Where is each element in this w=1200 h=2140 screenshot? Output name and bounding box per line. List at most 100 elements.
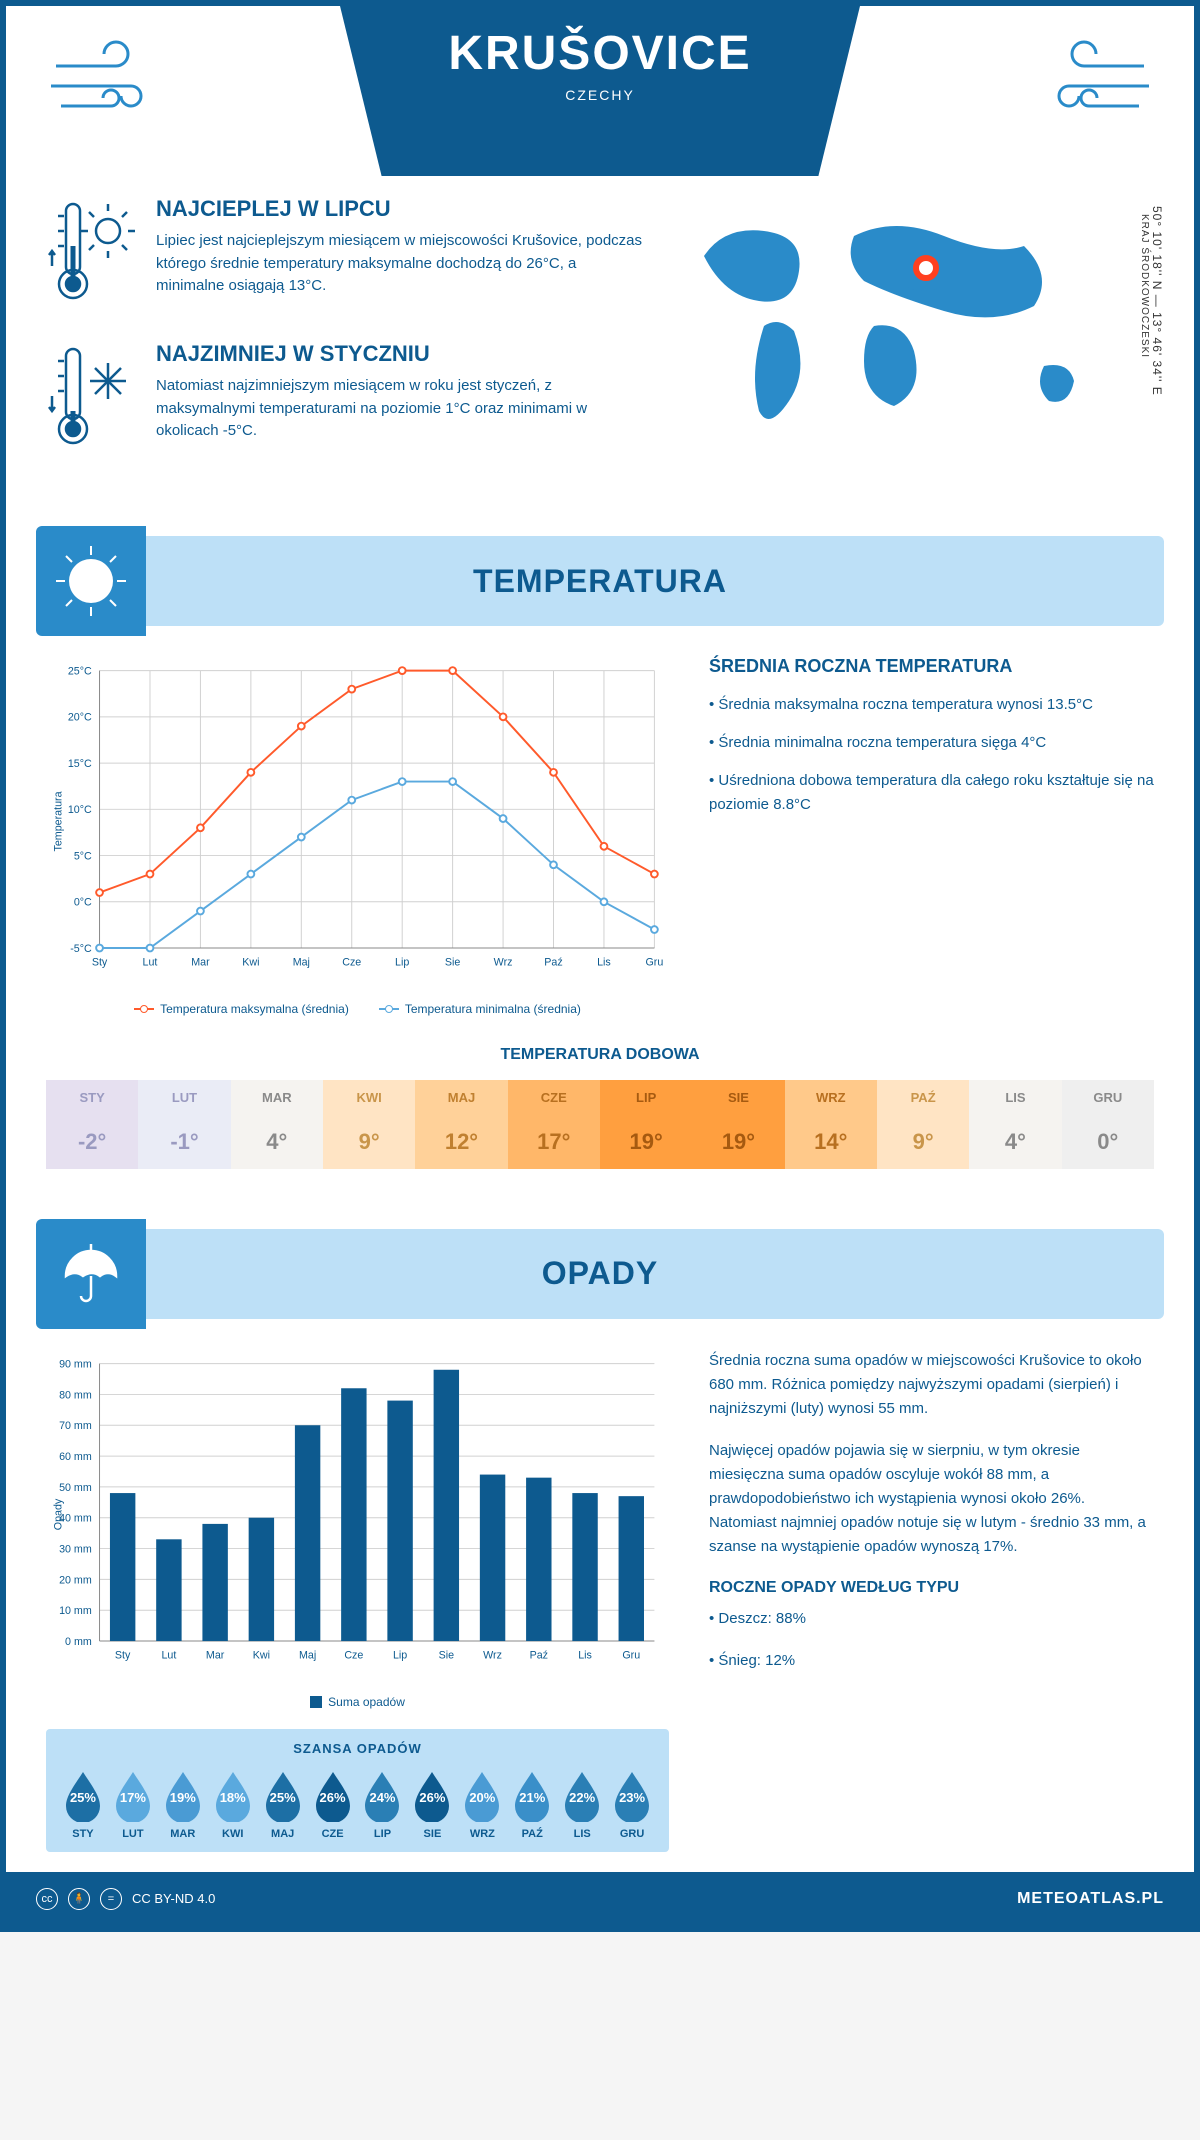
- daily-value-cell: -1°: [138, 1115, 230, 1169]
- svg-text:Wrz: Wrz: [494, 957, 513, 969]
- precip-chance-drop: 23%GRU: [607, 1768, 657, 1840]
- precip-info: Średnia roczna suma opadów w miejscowośc…: [709, 1349, 1154, 1852]
- daily-value-cell: 9°: [877, 1115, 969, 1169]
- hottest-block: NAJCIEPLEJ W LIPCU Lipiec jest najcieple…: [46, 196, 644, 311]
- precip-chance-drop: 25%MAJ: [258, 1768, 308, 1840]
- title-banner: KRUŠOVICE CZECHY: [340, 6, 860, 176]
- intro-section: NAJCIEPLEJ W LIPCU Lipiec jest najcieple…: [6, 176, 1194, 516]
- svg-text:25°C: 25°C: [68, 665, 92, 677]
- svg-text:15°C: 15°C: [68, 758, 92, 770]
- daily-value-cell: 14°: [785, 1115, 877, 1169]
- license-text: CC BY-ND 4.0: [132, 1891, 215, 1906]
- nd-icon: =: [100, 1888, 122, 1910]
- coldest-text: Natomiast najzimniejszym miesiącem w rok…: [156, 375, 644, 443]
- site-name: METEOATLAS.PL: [1017, 1890, 1164, 1908]
- sun-icon: [36, 526, 146, 636]
- daily-month-cell: LIP: [600, 1080, 692, 1115]
- temperature-info: ŚREDNIA ROCZNA TEMPERATURA • Średnia mak…: [709, 656, 1154, 1016]
- avg-temp-title: ŚREDNIA ROCZNA TEMPERATURA: [709, 656, 1154, 677]
- precip-chance-drop: 19%MAR: [158, 1768, 208, 1840]
- svg-text:5°C: 5°C: [74, 850, 92, 862]
- daily-month-cell: CZE: [508, 1080, 600, 1115]
- precip-chance-drop: 18%KWI: [208, 1768, 258, 1840]
- daily-value-cell: 17°: [508, 1115, 600, 1169]
- svg-text:0°C: 0°C: [74, 897, 92, 909]
- precip-section-header: OPADY: [36, 1229, 1164, 1319]
- precip-title: OPADY: [542, 1255, 658, 1292]
- coordinates: 50° 10' 18'' N — 13° 46' 34'' E KRAJ ŚRO…: [1139, 206, 1164, 396]
- daily-value-cell: -2°: [46, 1115, 138, 1169]
- svg-text:Maj: Maj: [299, 1650, 316, 1662]
- temperature-section-header: TEMPERATURA: [36, 536, 1164, 626]
- precip-chance-drop: 26%CZE: [308, 1768, 358, 1840]
- svg-text:90 mm: 90 mm: [59, 1358, 92, 1370]
- svg-text:Opady: Opady: [53, 1498, 65, 1530]
- daily-value-cell: 4°: [969, 1115, 1061, 1169]
- svg-text:30 mm: 30 mm: [59, 1543, 92, 1555]
- thermometer-sun-icon: [46, 196, 136, 311]
- svg-text:Lis: Lis: [578, 1650, 592, 1662]
- svg-text:Wrz: Wrz: [483, 1650, 502, 1662]
- precip-chance-drop: 22%LIS: [557, 1768, 607, 1840]
- by-icon: 🧍: [68, 1888, 90, 1910]
- daily-value-cell: 19°: [600, 1115, 692, 1169]
- hottest-text: Lipiec jest najcieplejszym miesiącem w m…: [156, 230, 644, 298]
- precip-chance-drop: 24%LIP: [358, 1768, 408, 1840]
- world-map-block: 50° 10' 18'' N — 13° 46' 34'' E KRAJ ŚRO…: [674, 196, 1154, 486]
- svg-text:20°C: 20°C: [68, 712, 92, 724]
- daily-month-cell: MAR: [231, 1080, 323, 1115]
- daily-value-cell: 12°: [415, 1115, 507, 1169]
- daily-month-cell: GRU: [1062, 1080, 1154, 1115]
- daily-month-cell: SIE: [692, 1080, 784, 1115]
- svg-text:Temperatura: Temperatura: [53, 791, 65, 851]
- svg-text:10°C: 10°C: [68, 804, 92, 816]
- svg-text:Lip: Lip: [393, 1650, 407, 1662]
- wind-decoration-icon: [46, 36, 176, 131]
- daily-month-cell: KWI: [323, 1080, 415, 1115]
- daily-month-cell: LUT: [138, 1080, 230, 1115]
- daily-month-cell: MAJ: [415, 1080, 507, 1115]
- precip-chance-drop: 25%STY: [58, 1768, 108, 1840]
- daily-value-cell: 0°: [1062, 1115, 1154, 1169]
- location-title: KRUŠOVICE: [380, 26, 820, 81]
- svg-text:50 mm: 50 mm: [59, 1482, 92, 1494]
- precip-chance-drop: 20%WRZ: [457, 1768, 507, 1840]
- svg-text:Sie: Sie: [445, 957, 461, 969]
- svg-text:80 mm: 80 mm: [59, 1389, 92, 1401]
- svg-text:Cze: Cze: [344, 1650, 363, 1662]
- svg-text:Kwi: Kwi: [242, 957, 259, 969]
- svg-text:70 mm: 70 mm: [59, 1420, 92, 1432]
- daily-value-cell: 9°: [323, 1115, 415, 1169]
- svg-text:Kwi: Kwi: [253, 1650, 270, 1662]
- svg-text:Maj: Maj: [293, 957, 310, 969]
- precip-chance-drop: 21%PAŹ: [507, 1768, 557, 1840]
- wind-decoration-icon: [1024, 36, 1154, 131]
- precip-chance-drop: 17%LUT: [108, 1768, 158, 1840]
- temperature-title: TEMPERATURA: [473, 563, 727, 600]
- svg-text:20 mm: 20 mm: [59, 1574, 92, 1586]
- umbrella-icon: [36, 1219, 146, 1329]
- precip-bar-chart: 0 mm10 mm20 mm30 mm40 mm50 mm60 mm70 mm8…: [46, 1349, 669, 1709]
- svg-text:Paź: Paź: [530, 1650, 548, 1662]
- svg-text:0 mm: 0 mm: [65, 1636, 92, 1648]
- footer: cc 🧍 = CC BY-ND 4.0 METEOATLAS.PL: [6, 1872, 1194, 1926]
- svg-text:Lis: Lis: [597, 957, 611, 969]
- svg-text:60 mm: 60 mm: [59, 1451, 92, 1463]
- svg-text:Sty: Sty: [92, 957, 108, 969]
- svg-text:Sty: Sty: [115, 1650, 131, 1662]
- header: KRUŠOVICE CZECHY: [6, 6, 1194, 176]
- daily-month-cell: WRZ: [785, 1080, 877, 1115]
- precip-chance-drop: 26%SIE: [407, 1768, 457, 1840]
- daily-temperature-table: TEMPERATURA DOBOWA STYLUTMARKWIMAJCZELIP…: [6, 1046, 1194, 1209]
- hottest-title: NAJCIEPLEJ W LIPCU: [156, 196, 644, 222]
- svg-text:Mar: Mar: [191, 957, 210, 969]
- svg-text:Lut: Lut: [161, 1650, 176, 1662]
- coldest-block: NAJZIMNIEJ W STYCZNIU Natomiast najzimni…: [46, 341, 644, 456]
- svg-text:Cze: Cze: [342, 957, 361, 969]
- svg-text:Lip: Lip: [395, 957, 409, 969]
- svg-text:10 mm: 10 mm: [59, 1605, 92, 1617]
- precip-chance-box: SZANSA OPADÓW 25%STY17%LUT19%MAR18%KWI25…: [46, 1729, 669, 1852]
- svg-text:Gru: Gru: [645, 957, 663, 969]
- daily-value-cell: 19°: [692, 1115, 784, 1169]
- coldest-title: NAJZIMNIEJ W STYCZNIU: [156, 341, 644, 367]
